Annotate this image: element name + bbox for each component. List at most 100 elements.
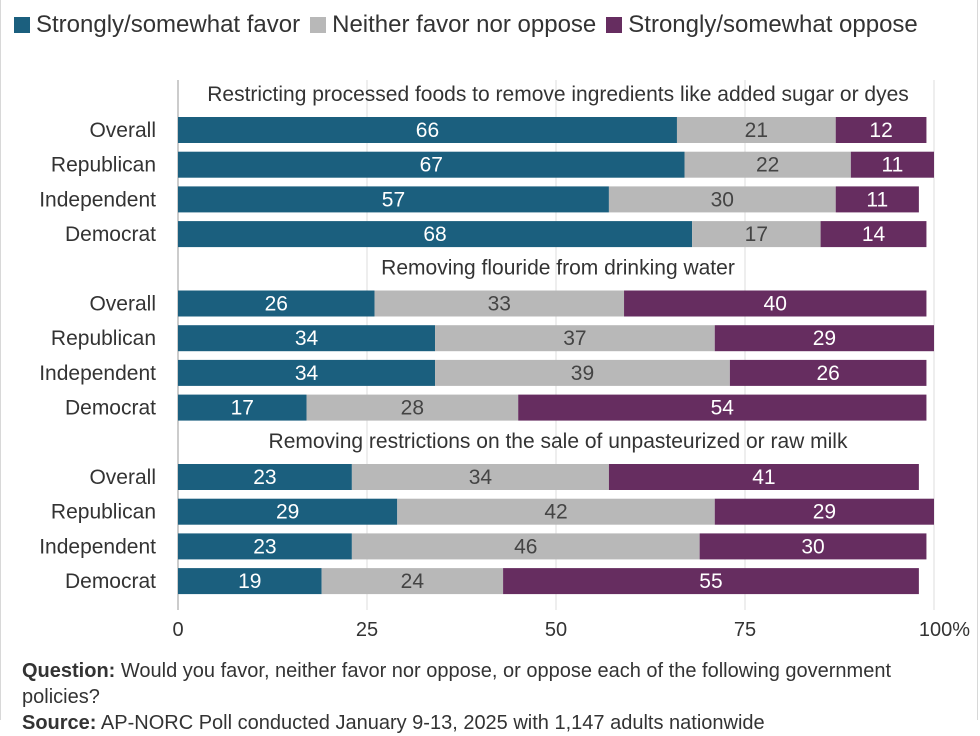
chart-footer: Question: Would you favor, neither favor… xyxy=(22,658,952,736)
bar-segment xyxy=(178,221,693,248)
bar-segment xyxy=(178,359,436,386)
data-label: 11 xyxy=(866,188,888,211)
data-label: 54 xyxy=(711,397,735,420)
row-label: Overall xyxy=(89,466,156,489)
bar-segment xyxy=(835,117,927,143)
bar-segment xyxy=(178,186,609,213)
data-label: 14 xyxy=(862,223,886,246)
bar-segment xyxy=(608,464,919,490)
data-label: 67 xyxy=(420,154,443,177)
bar-segment xyxy=(684,151,851,178)
bar-segment xyxy=(820,221,927,248)
data-label: 34 xyxy=(469,466,493,489)
row-label: Republican xyxy=(51,501,156,524)
source-label: Source: xyxy=(22,712,97,734)
legend-swatch-neither xyxy=(310,17,327,33)
data-label: 24 xyxy=(401,570,425,593)
bar-segment xyxy=(178,568,322,595)
row-label: Democrat xyxy=(65,397,156,420)
legend-item-neither: Neither favor nor oppose xyxy=(310,11,596,39)
data-label: 40 xyxy=(764,293,787,316)
bar-segment xyxy=(178,498,398,525)
bar-segment xyxy=(374,290,625,317)
data-label: 22 xyxy=(756,154,779,177)
row-label: Democrat xyxy=(65,223,156,246)
group-title: Removing flouride from drinking water xyxy=(381,257,735,280)
legend-swatch-oppose xyxy=(606,17,623,33)
x-tick-label: 100% xyxy=(919,619,970,641)
data-label: 29 xyxy=(813,501,836,524)
legend-label-oppose: Strongly/somewhat oppose xyxy=(628,11,918,38)
x-tick-label: 0 xyxy=(172,619,183,641)
data-label: 26 xyxy=(265,293,288,316)
row-label: Overall xyxy=(89,293,156,316)
bar-segment xyxy=(714,325,934,352)
bar-segment xyxy=(178,394,307,421)
row-label: Republican xyxy=(51,327,156,350)
data-label: 29 xyxy=(813,327,836,350)
legend-label-neither: Neither favor nor oppose xyxy=(332,11,597,38)
row-label: Independent xyxy=(39,535,156,558)
question-label: Question: xyxy=(22,660,116,682)
group-title: Removing restrictions on the sale of unp… xyxy=(269,430,848,453)
bar-segment xyxy=(435,325,715,352)
x-tick-label: 75 xyxy=(734,619,756,641)
legend-item-oppose: Strongly/somewhat oppose xyxy=(606,11,918,39)
bar-segment xyxy=(714,498,934,525)
data-label: 29 xyxy=(276,501,299,524)
legend: Strongly/somewhat favor Neither favor no… xyxy=(14,10,928,40)
data-label: 57 xyxy=(382,188,405,211)
bar-segment xyxy=(624,290,927,317)
bar-segment xyxy=(397,498,715,525)
bar-segment xyxy=(435,359,730,386)
data-label: 37 xyxy=(563,327,586,350)
data-label: 34 xyxy=(295,362,319,385)
x-tick-label: 25 xyxy=(356,619,378,641)
row-label: Independent xyxy=(39,362,156,385)
bar-segment xyxy=(729,359,927,386)
bar-segment xyxy=(676,117,836,143)
row-label: Democrat xyxy=(65,570,156,593)
question-text: Would you favor, neither favor nor oppos… xyxy=(22,660,892,708)
data-label: 66 xyxy=(416,119,439,142)
data-label: 26 xyxy=(816,362,839,385)
data-label: 17 xyxy=(231,397,254,420)
data-label: 17 xyxy=(745,223,768,246)
data-label: 28 xyxy=(401,397,424,420)
group-title: Restricting processed foods to remove in… xyxy=(207,83,909,106)
bar-segment xyxy=(518,394,927,421)
chart-frame xyxy=(0,0,978,720)
data-label: 30 xyxy=(801,535,824,558)
bar-segment xyxy=(835,186,919,213)
data-label: 42 xyxy=(544,501,567,524)
data-label: 11 xyxy=(882,154,904,177)
data-label: 39 xyxy=(571,362,594,385)
data-label: 19 xyxy=(238,570,261,593)
bar-segment xyxy=(178,290,375,317)
bar-segment xyxy=(178,151,685,178)
data-label: 23 xyxy=(253,466,276,489)
row-label: Independent xyxy=(39,188,156,211)
bar-segment xyxy=(351,533,700,560)
stacked-bar-chart: Restricting processed foods to remove in… xyxy=(39,80,970,641)
data-label: 23 xyxy=(253,535,276,558)
data-label: 30 xyxy=(711,188,734,211)
row-label: Republican xyxy=(51,154,156,177)
source-text: AP-NORC Poll conducted January 9-13, 202… xyxy=(96,712,765,734)
bar-segment xyxy=(351,464,609,490)
legend-item-favor: Strongly/somewhat favor xyxy=(14,11,300,39)
x-tick-label: 50 xyxy=(545,619,567,641)
data-label: 68 xyxy=(423,223,446,246)
data-label: 55 xyxy=(699,570,722,593)
bar-segment xyxy=(306,394,519,421)
bar-segment xyxy=(503,568,919,595)
data-label: 21 xyxy=(745,119,768,142)
data-label: 12 xyxy=(869,119,892,142)
bar-segment xyxy=(178,464,352,490)
data-label: 33 xyxy=(488,293,511,316)
bar-segment xyxy=(178,533,352,560)
source-note: Source: AP-NORC Poll conducted January 9… xyxy=(22,710,952,736)
data-label: 46 xyxy=(514,535,537,558)
data-label: 41 xyxy=(752,466,775,489)
data-label: 34 xyxy=(295,327,319,350)
